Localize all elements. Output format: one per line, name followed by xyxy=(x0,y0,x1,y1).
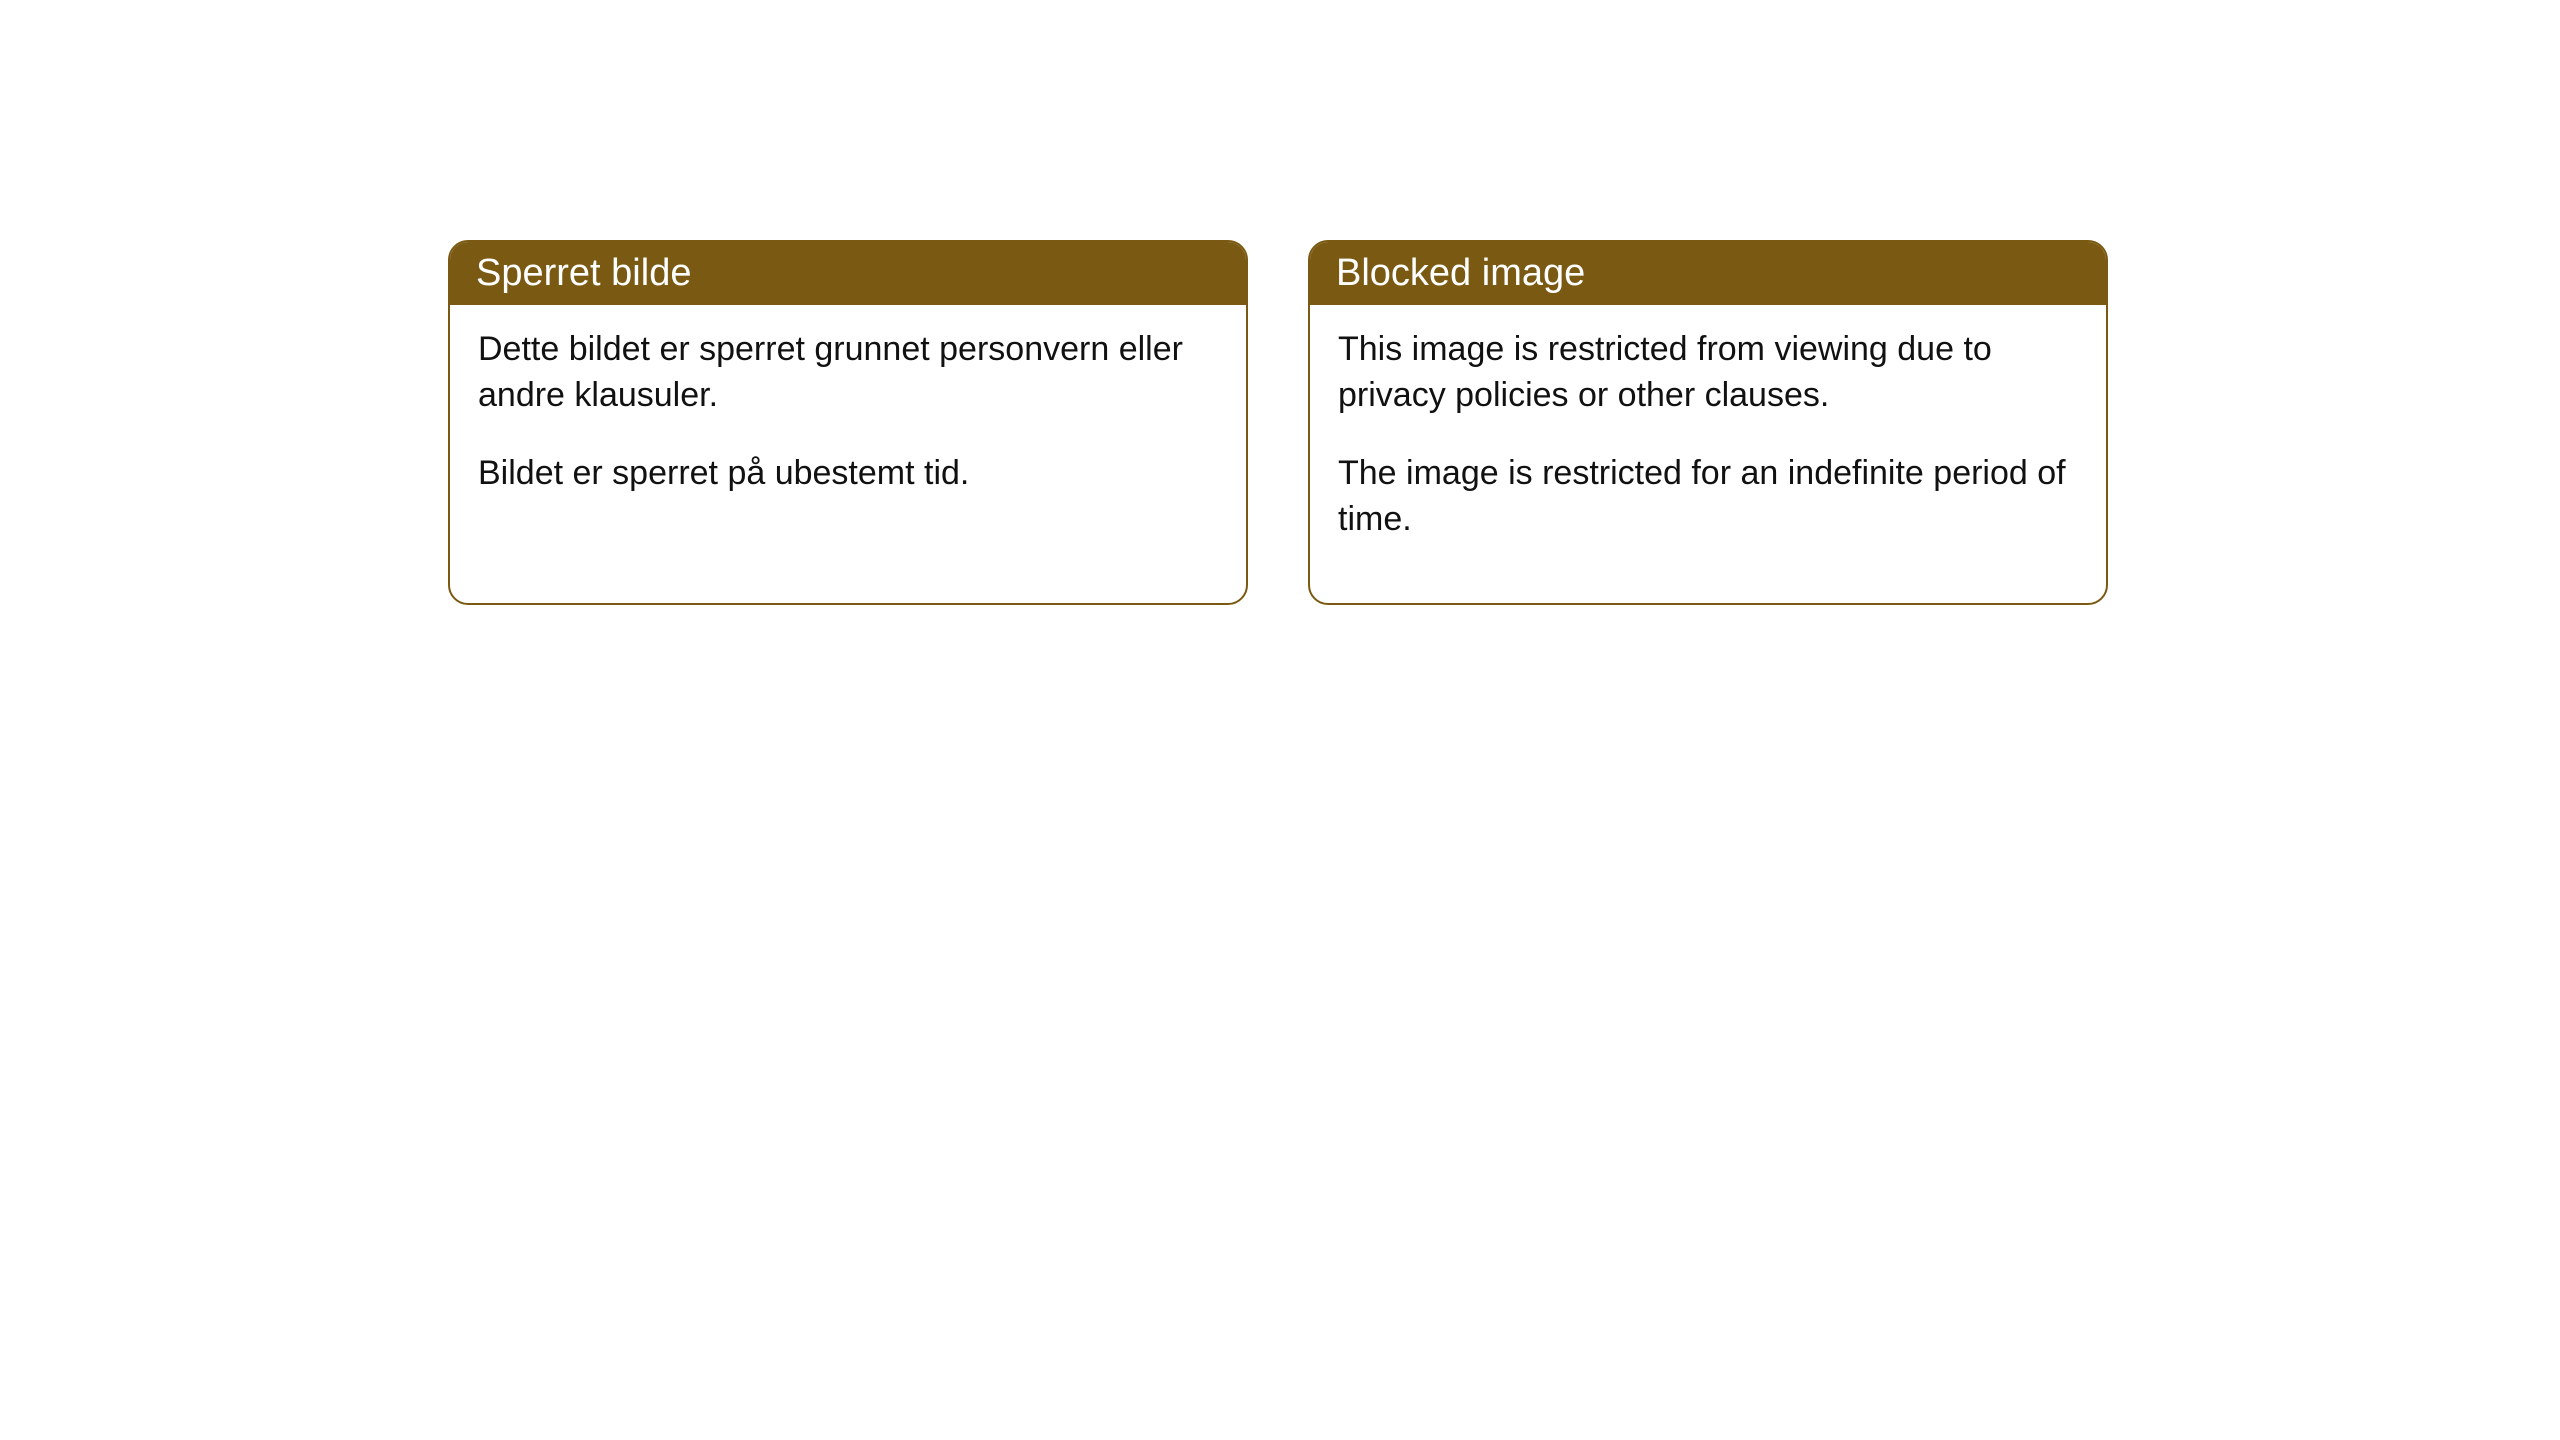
blocked-image-card-en: Blocked image This image is restricted f… xyxy=(1308,240,2108,605)
card-para1-no: Dette bildet er sperret grunnet personve… xyxy=(478,327,1218,419)
card-title-no: Sperret bilde xyxy=(476,252,691,294)
card-para1-en: This image is restricted from viewing du… xyxy=(1338,327,2078,419)
card-para2-en: The image is restricted for an indefinit… xyxy=(1338,451,2078,543)
card-body-no: Dette bildet er sperret grunnet personve… xyxy=(450,305,1246,557)
cards-container: Sperret bilde Dette bildet er sperret gr… xyxy=(0,0,2560,605)
card-para2-no: Bildet er sperret på ubestemt tid. xyxy=(478,451,1218,497)
card-title-en: Blocked image xyxy=(1336,252,1585,294)
blocked-image-card-no: Sperret bilde Dette bildet er sperret gr… xyxy=(448,240,1248,605)
card-header-no: Sperret bilde xyxy=(450,242,1246,305)
card-header-en: Blocked image xyxy=(1310,242,2106,305)
card-body-en: This image is restricted from viewing du… xyxy=(1310,305,2106,603)
